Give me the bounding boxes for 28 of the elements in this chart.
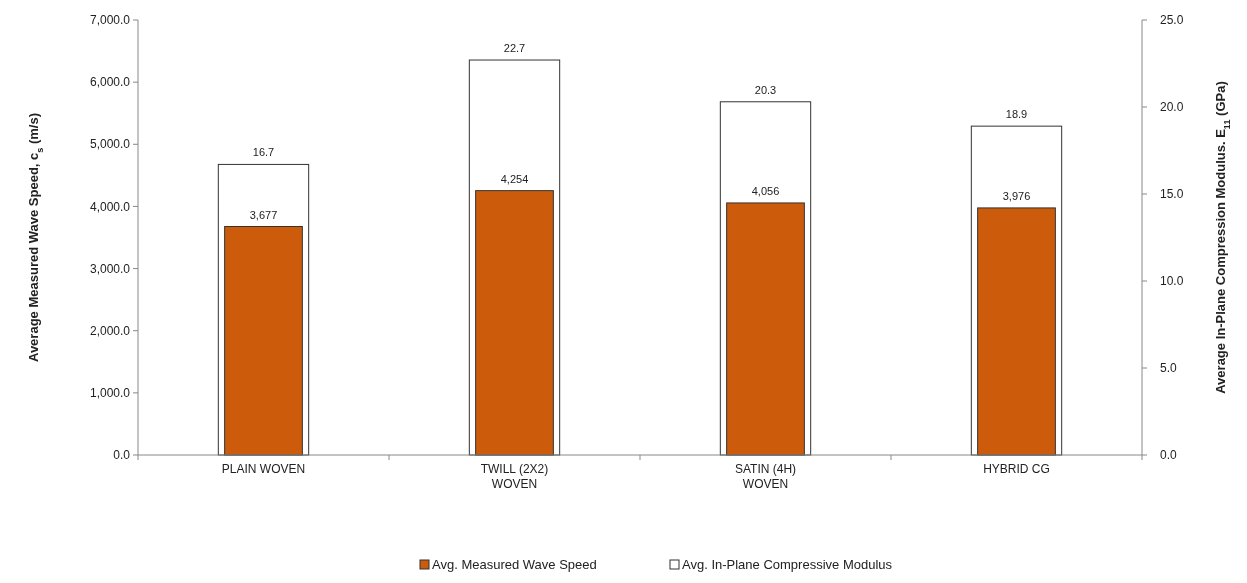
y2-tick-label: 5.0 <box>1160 361 1178 376</box>
y-tick-label: 1,000.0 <box>89 386 131 401</box>
x-tick-label: TWILL (2X2) WOVEN <box>480 462 549 491</box>
y2-tick-label: 25.0 <box>1160 13 1184 28</box>
x-tick-label: SATIN (4H) WOVEN <box>734 462 797 491</box>
data-label: 4,254 <box>500 172 529 185</box>
data-label: 22.7 <box>503 42 526 55</box>
legend-label: Avg. In-Plane Compressive Modulus <box>682 557 893 572</box>
data-label: 3,976 <box>1002 189 1031 202</box>
y-tick-label: 3,000.0 <box>89 261 131 276</box>
y-tick-label: 0.0 <box>113 448 131 463</box>
y2-tick-label: 20.0 <box>1160 100 1184 115</box>
data-label: 3,677 <box>249 208 278 221</box>
y2-tick-label: 10.0 <box>1160 274 1184 289</box>
x-tick-label: HYBRID CG <box>983 462 1050 476</box>
data-label: 18.9 <box>1005 108 1028 121</box>
y-tick-label: 7,000.0 <box>89 13 131 28</box>
y-tick-label: 4,000.0 <box>89 199 131 214</box>
y2-tick-label: 0.0 <box>1160 448 1178 463</box>
y-tick-label: 6,000.0 <box>89 75 131 90</box>
y-tick-label: 5,000.0 <box>89 137 131 152</box>
y2-tick-label: 15.0 <box>1160 187 1184 202</box>
y-tick-label: 2,000.0 <box>89 323 131 338</box>
x-tick-label: PLAIN WOVEN <box>221 462 306 476</box>
data-label: 16.7 <box>252 146 275 159</box>
legend-label: Avg. Measured Wave Speed <box>432 557 597 572</box>
data-label: 20.3 <box>754 83 777 96</box>
data-label: 4,056 <box>751 184 780 197</box>
